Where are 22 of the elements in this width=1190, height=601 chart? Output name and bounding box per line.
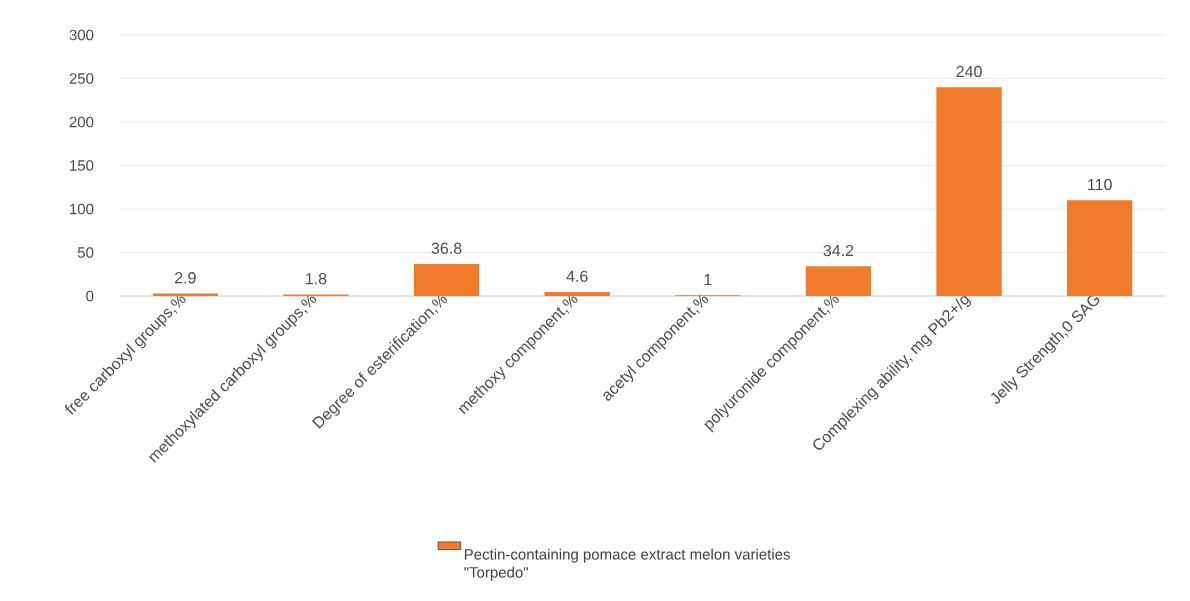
data-label: 240 — [956, 65, 982, 78]
bar — [152, 293, 218, 296]
data-label: 4.6 — [566, 270, 588, 282]
y-tick-label: 150 — [70, 160, 94, 171]
data-label: 34.2 — [823, 244, 854, 257]
bar — [413, 263, 480, 296]
data-label: 1 — [704, 274, 712, 286]
bar — [936, 87, 1002, 296]
y-tick-label: 200 — [69, 116, 94, 128]
data-label: 36.8 — [431, 242, 462, 254]
y-tick-label: 0 — [86, 290, 94, 302]
y-tick-label: 50 — [77, 247, 94, 258]
bar — [544, 292, 610, 296]
bar — [1067, 200, 1133, 296]
legend-label: Pectin-containing pomace extract melon varieties "Torpedo" — [464, 548, 790, 581]
y-tick-label: 250 — [69, 73, 94, 84]
data-label: 110 — [1088, 178, 1112, 191]
y-tick-label: 100 — [70, 203, 94, 215]
data-label: 1.8 — [306, 273, 327, 285]
data-label: 2.9 — [174, 272, 196, 284]
bar — [805, 266, 872, 296]
y-tick-label: 300 — [69, 29, 94, 41]
